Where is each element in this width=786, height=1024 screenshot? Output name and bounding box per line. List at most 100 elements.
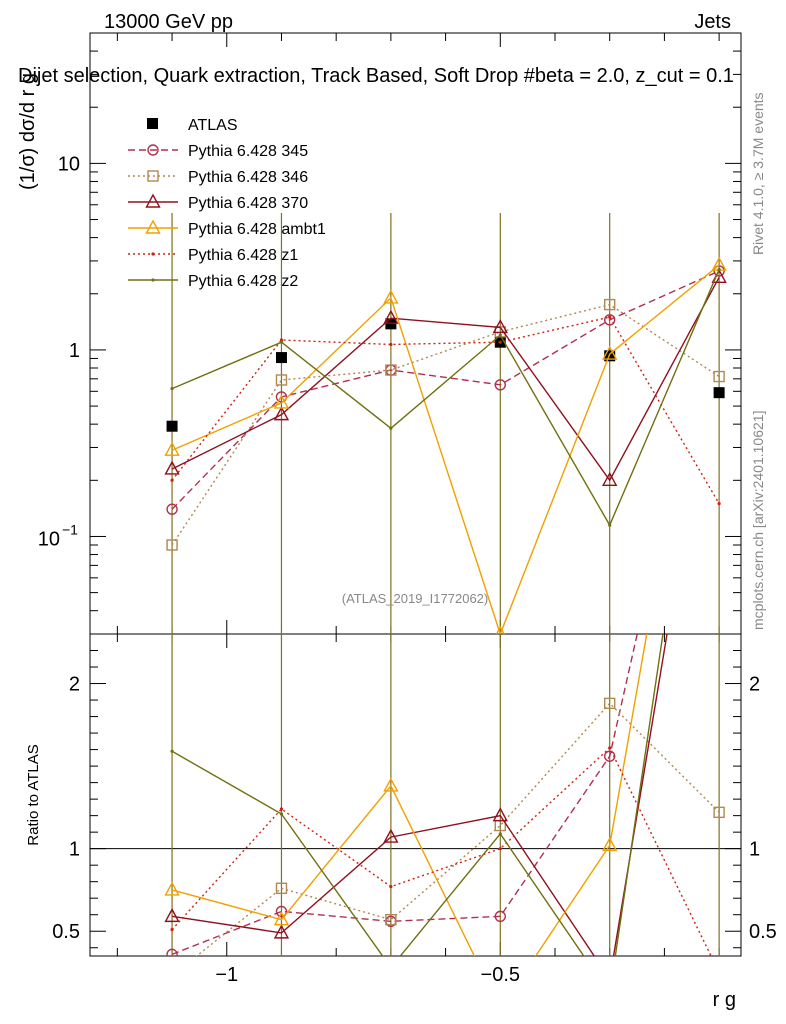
x-axis-label: r g: [713, 989, 736, 1011]
ratio-y-tick-label: 2: [69, 674, 80, 696]
legend-marker: [147, 144, 159, 156]
ratio-panel-frame: [89, 633, 742, 957]
series-pythia-6-428-370: [164, 268, 727, 487]
analysis-watermark: (ATLAS_2019_I1772062): [342, 591, 488, 606]
y-tick-exponent: −1: [62, 521, 78, 537]
legend-label: Pythia 6.428 z1: [188, 247, 298, 264]
series-point: [498, 333, 502, 337]
ratio-series-point: [170, 927, 174, 932]
ratio-series-point: [164, 881, 180, 896]
ratio-series-point: [713, 806, 725, 819]
series-pythia-6-428-ambt1: [164, 256, 727, 634]
series-line: [171, 316, 720, 504]
ratio-series-line: [171, 634, 668, 956]
legend-label: Pythia 6.428 345: [188, 143, 308, 160]
series-point: [602, 345, 618, 360]
category-label: Jets: [694, 11, 731, 33]
legend-entry: Pythia 6.428 370: [128, 193, 308, 212]
ratio-series-point: [385, 913, 397, 926]
series-point: [713, 370, 725, 383]
legend-label: Pythia 6.428 346: [188, 169, 308, 186]
series-point: [385, 364, 397, 376]
data-point: [166, 420, 178, 432]
legend: ATLAS Pythia 6.428 345 Pythia 6.428 346 Pyt…: [128, 117, 326, 290]
legend-entry: Pythia 6.428 346: [128, 169, 308, 186]
series-atlas: [166, 318, 725, 432]
series-pythia-6-428-346: [166, 298, 725, 551]
ratio-series-point: [494, 910, 506, 923]
ratio-series-point: [273, 924, 290, 939]
ratio-series-point: [275, 882, 288, 894]
series-point: [389, 342, 393, 347]
legend-marker: [145, 193, 161, 208]
ratio-series-pythia-6-428-370: [164, 634, 668, 984]
ratio-series-point: [492, 807, 508, 822]
series-point: [170, 387, 174, 391]
ratio-series-point: [603, 972, 616, 984]
series-point: [608, 315, 612, 319]
y-tick-label: 10: [38, 528, 60, 550]
series-pythia-6-428-z2: [170, 267, 721, 527]
x-tick-label: −0.5: [481, 964, 520, 986]
ratio-series-pythia-6-428-z1: [170, 746, 712, 956]
ratio-series-point: [383, 828, 399, 843]
series-point: [164, 460, 180, 475]
series-point: [602, 471, 618, 487]
ratio-series-line: [171, 634, 664, 956]
legend-entry: Pythia 6.428 ambt1: [128, 219, 326, 238]
y-tick-label: 10: [58, 153, 80, 175]
series-line: [171, 270, 720, 510]
series-point: [494, 379, 506, 391]
series-point: [608, 523, 612, 527]
ratio-series-point: [608, 746, 612, 750]
series-point: [164, 441, 180, 456]
legend-entry: Pythia 6.428 z1: [128, 247, 298, 264]
legend-marker: [145, 219, 161, 234]
ratio-series-point: [608, 992, 611, 995]
series-point: [604, 314, 616, 326]
ratio-series-line: [171, 746, 712, 956]
x-axis-title: r g: [713, 989, 736, 1011]
ratio-series-point: [279, 807, 284, 811]
ratio-series-point: [166, 948, 178, 956]
main-y-axis-title: (1/σ) dσ/d r g: [17, 73, 39, 190]
series-point: [170, 478, 174, 482]
ratio-series-point: [275, 905, 288, 918]
source-label: mcplots.cern.ch [arXiv:2401.10621]: [750, 411, 766, 630]
series-point: [275, 391, 288, 403]
main-series-group: [164, 213, 727, 634]
ratio-series-point: [170, 749, 174, 753]
ratio-series-point: [164, 907, 180, 923]
ratio-series-pythia-6-428-346: [167, 697, 725, 981]
series-point: [492, 318, 508, 334]
ratio-series-point: [389, 885, 393, 889]
series-line: [171, 303, 720, 546]
y-tick-label: 1: [69, 340, 80, 362]
main-y-axis-label: (1/σ) dσ/d r g: [17, 73, 39, 190]
series-line: [171, 264, 720, 634]
series-point: [604, 298, 616, 311]
legend-entry: Pythia 6.428 z2: [128, 273, 298, 290]
ratio-series-point: [498, 832, 502, 836]
series-point: [166, 539, 178, 551]
ratio-series-point: [604, 697, 616, 710]
ratio-series-point: [389, 966, 392, 969]
series-point: [383, 289, 399, 304]
ratio-series-line: [171, 634, 638, 956]
ratio-series-point: [167, 971, 177, 981]
data-point: [713, 387, 725, 399]
ratio-y-tick-label: 0.5: [52, 921, 80, 943]
legend-marker: [151, 278, 155, 282]
ratio-series-point: [494, 1002, 507, 1014]
ratio-series-line: [195, 702, 720, 956]
legend-label: ATLAS: [188, 117, 238, 134]
data-point: [275, 352, 287, 364]
series-line: [171, 269, 720, 527]
legend-entry: Pythia 6.428 345: [128, 143, 308, 160]
legend-marker: [151, 252, 155, 256]
ratio-series-point: [604, 750, 616, 762]
plot-title: Dijet selection, Quark extraction, Track…: [18, 65, 734, 87]
rivet-version-label: Rivet 4.1.0, ≥ 3.7M events: [750, 92, 766, 255]
